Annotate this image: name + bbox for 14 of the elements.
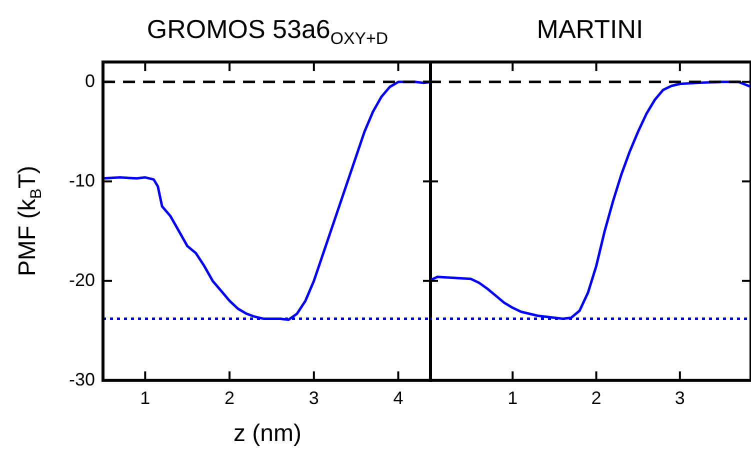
x-tick-label: 1 bbox=[140, 388, 150, 408]
x-tick-label: 1 bbox=[508, 388, 518, 408]
x-tick-label: 3 bbox=[674, 388, 685, 408]
x-tick-label: 2 bbox=[591, 388, 602, 408]
y-tick-label: -30 bbox=[68, 369, 95, 390]
x-axis-title: z (nm) bbox=[234, 420, 302, 448]
chart-title: GROMOS 53a6$_{OXY+D}$ bbox=[146, 14, 388, 50]
y-tick-label: -20 bbox=[68, 270, 95, 290]
x-tick-label: 4 bbox=[393, 388, 404, 408]
x-tick-label: 3 bbox=[308, 388, 319, 408]
y-tick-label: -10 bbox=[68, 170, 95, 190]
x-tick-label: 2 bbox=[224, 388, 235, 408]
y-tick-label: 0 bbox=[84, 70, 95, 91]
chart-title: MARTINI bbox=[536, 14, 644, 45]
